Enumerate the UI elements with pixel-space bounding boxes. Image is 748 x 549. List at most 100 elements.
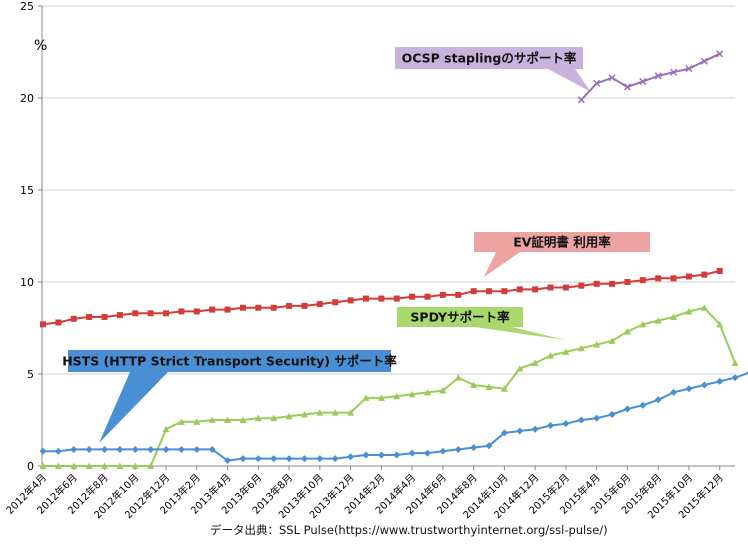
data-point xyxy=(394,296,400,302)
series-layer xyxy=(40,51,748,469)
data-point xyxy=(717,268,723,274)
series xyxy=(40,268,723,327)
data-point xyxy=(348,297,354,303)
data-point xyxy=(40,321,46,327)
data-point xyxy=(194,308,200,314)
data-point xyxy=(362,451,369,458)
y-tick-label: 5 xyxy=(27,368,34,381)
data-point xyxy=(655,396,662,403)
y-tick-label: 25 xyxy=(20,0,34,13)
callout-layer: OCSP staplingのサポート率 EV証明書 利用率 SPDYサポート率HST… xyxy=(62,47,650,443)
data-point xyxy=(609,411,616,418)
data-point xyxy=(440,292,446,298)
data-point xyxy=(148,310,154,316)
data-point xyxy=(363,296,369,302)
callout-pointer xyxy=(475,327,565,340)
data-point xyxy=(378,296,384,302)
callout-label: EV証明書 利用率 xyxy=(513,235,611,250)
data-point xyxy=(193,446,200,453)
data-point xyxy=(486,288,492,294)
data-point xyxy=(409,450,416,457)
data-point xyxy=(501,288,507,294)
data-point xyxy=(286,303,292,309)
series xyxy=(578,51,722,103)
data-point xyxy=(86,446,93,453)
data-point xyxy=(548,285,554,291)
data-point xyxy=(271,305,277,311)
data-point xyxy=(532,426,539,433)
data-point xyxy=(393,451,400,458)
data-point xyxy=(378,451,385,458)
data-point xyxy=(425,294,431,300)
data-point xyxy=(102,314,108,320)
data-point xyxy=(424,450,431,457)
data-point xyxy=(225,307,231,313)
callout: EV証明書 利用率 xyxy=(474,232,650,277)
data-point xyxy=(86,314,92,320)
data-point xyxy=(132,446,139,453)
data-point xyxy=(701,382,708,389)
data-point xyxy=(732,359,739,366)
data-point xyxy=(286,455,293,462)
data-point xyxy=(132,310,138,316)
y-tick-label: 0 xyxy=(27,460,34,473)
data-point xyxy=(455,374,462,381)
data-point xyxy=(639,402,646,409)
data-point xyxy=(655,275,661,281)
callout-label: OCSP staplingのサポート率 xyxy=(402,51,577,66)
grid-layer xyxy=(42,6,735,374)
data-point xyxy=(316,455,323,462)
data-point xyxy=(594,281,600,287)
data-point xyxy=(578,417,585,424)
data-point xyxy=(55,319,61,325)
data-point xyxy=(547,422,554,429)
data-point xyxy=(701,272,707,278)
callout: HSTS (HTTP Strict Transport Security) サポ… xyxy=(62,350,397,443)
data-point xyxy=(624,405,631,412)
callout-pointer xyxy=(484,252,520,277)
data-point xyxy=(317,301,323,307)
data-point xyxy=(685,385,692,392)
data-point xyxy=(624,279,630,285)
data-point xyxy=(70,446,77,453)
data-point xyxy=(716,378,723,385)
data-point xyxy=(516,428,523,435)
data-point xyxy=(270,455,277,462)
data-point xyxy=(593,415,600,422)
data-point xyxy=(470,444,477,451)
data-point xyxy=(301,303,307,309)
source-note: データ出典：SSL Pulse(https://www.trustworthyi… xyxy=(210,523,608,537)
data-point xyxy=(117,312,123,318)
data-point xyxy=(471,288,477,294)
callout-pointer xyxy=(548,69,591,92)
y-tick-label: 20 xyxy=(20,92,34,105)
data-point xyxy=(532,286,538,292)
data-point xyxy=(332,299,338,305)
data-point xyxy=(40,448,47,455)
data-point xyxy=(301,455,308,462)
data-point xyxy=(732,374,739,381)
data-point xyxy=(255,305,261,311)
data-point xyxy=(101,446,108,453)
data-point xyxy=(671,275,677,281)
data-point xyxy=(55,448,62,455)
y-axis-unit-label: % xyxy=(34,38,47,54)
data-point xyxy=(163,446,170,453)
data-point xyxy=(255,455,262,462)
y-tick-label: 15 xyxy=(20,184,34,197)
data-point xyxy=(578,283,584,289)
data-point xyxy=(332,455,339,462)
data-point xyxy=(178,446,185,453)
data-point xyxy=(455,446,462,453)
data-point xyxy=(517,286,523,292)
data-point xyxy=(347,453,354,460)
callout: OCSP staplingのサポート率 xyxy=(395,47,591,92)
series-line xyxy=(581,54,719,100)
data-point xyxy=(686,273,692,279)
data-point xyxy=(609,281,615,287)
callout: SPDYサポート率 xyxy=(397,307,565,340)
data-point xyxy=(147,446,154,453)
data-point xyxy=(439,448,446,455)
